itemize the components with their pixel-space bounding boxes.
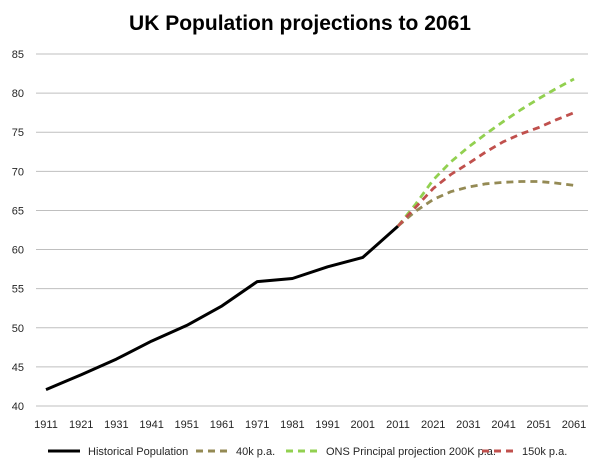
y-tick-label: 85 <box>12 49 24 61</box>
y-tick-label: 40 <box>12 401 24 413</box>
series-line-ons-principal-projection-200k-p-a <box>396 77 575 227</box>
legend-label-40k-p-a: 40k p.a. <box>236 446 275 458</box>
series-line-historical-population <box>45 224 399 391</box>
x-axis-ticks: 1911 1921 1931 1941 1951 1961 1971 1981 1991 2001… <box>34 419 586 431</box>
x-tick-label: 1911 <box>34 419 58 431</box>
x-tick-label: 1991 <box>315 419 339 431</box>
x-tick-label: 2001 <box>351 419 375 431</box>
series-lines <box>45 77 575 391</box>
y-tick-label: 50 <box>12 323 24 335</box>
legend-label-ons-principal-projection-200k-p-a: ONS Principal projection 200K p.a. <box>326 446 496 458</box>
legend-label-historical-population: Historical Population <box>88 446 188 458</box>
y-tick-label: 65 <box>12 205 24 217</box>
y-tick-label: 70 <box>12 166 24 178</box>
x-tick-label: 1921 <box>69 419 93 431</box>
y-tick-label: 45 <box>12 362 24 374</box>
x-tick-label: 2021 <box>421 419 445 431</box>
x-tick-label: 1981 <box>280 419 304 431</box>
x-tick-label: 2011 <box>386 419 410 431</box>
y-axis-ticks: 40 45 50 55 60 65 70 75 80 85 <box>12 49 24 413</box>
x-tick-label: 1931 <box>104 419 128 431</box>
chart-title: UK Population projections to 2061 <box>129 12 471 35</box>
x-tick-label: 1961 <box>210 419 234 431</box>
x-tick-label: 2061 <box>562 419 586 431</box>
x-tick-label: 2051 <box>527 419 551 431</box>
x-tick-label: 2041 <box>491 419 515 431</box>
x-tick-label: 1951 <box>175 419 199 431</box>
y-tick-label: 55 <box>12 284 24 296</box>
x-tick-label: 2031 <box>456 419 480 431</box>
legend: Historical Population 40k p.a. ONS Princip… <box>48 446 567 458</box>
y-tick-label: 80 <box>12 88 24 100</box>
x-tick-label: 1971 <box>245 419 269 431</box>
y-tick-label: 60 <box>12 245 24 257</box>
y-tick-label: 75 <box>12 127 24 139</box>
series-line-150k-p-a <box>396 111 575 228</box>
series-line-40k-p-a <box>397 180 575 228</box>
legend-label-150k-p-a: 150k p.a. <box>522 446 567 458</box>
x-tick-label: 1941 <box>139 419 163 431</box>
gridlines <box>36 53 588 407</box>
